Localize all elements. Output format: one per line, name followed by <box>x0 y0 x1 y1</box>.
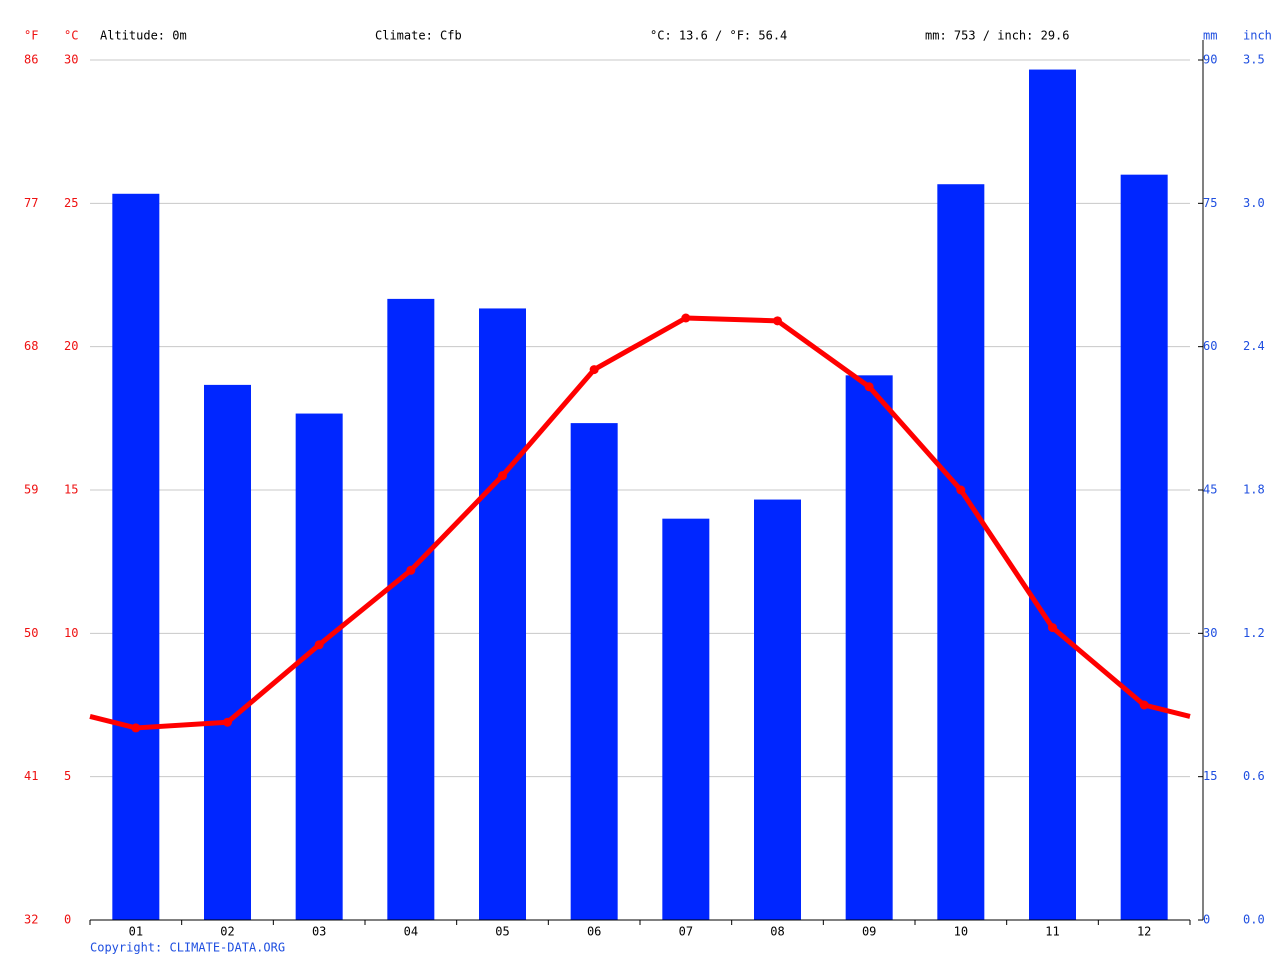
y-alt-tick-label: 86 <box>24 53 38 67</box>
y-alt-tick-label: 77 <box>24 196 38 210</box>
precipitation-bar <box>662 518 710 920</box>
x-tick-label: 08 <box>770 925 784 939</box>
copyright: Copyright: CLIMATE-DATA.ORG <box>90 941 285 955</box>
y2-tick-label: 75 <box>1203 196 1217 210</box>
precipitation-bar <box>1120 174 1168 920</box>
y-tick-label: 0 <box>64 913 71 927</box>
precipitation-bar <box>845 375 893 920</box>
y-alt-tick-label: 50 <box>24 626 38 640</box>
y-alt-tick-label: 41 <box>24 769 38 783</box>
header-text: mm: 753 / inch: 29.6 <box>925 29 1070 43</box>
unit-label: °C <box>64 29 78 43</box>
y-tick-label: 5 <box>64 769 71 783</box>
temperature-point <box>681 313 691 323</box>
unit-label: °F <box>24 29 38 43</box>
y-alt-tick-label: 68 <box>24 339 38 353</box>
y2-tick-label: 0 <box>1203 913 1210 927</box>
temperature-point <box>131 723 141 733</box>
x-tick-label: 05 <box>495 925 509 939</box>
unit-label: inch <box>1243 29 1272 43</box>
x-tick-label: 12 <box>1137 925 1151 939</box>
y2-alt-tick-label: 1.2 <box>1243 626 1265 640</box>
temperature-point <box>223 717 232 727</box>
precipitation-bar <box>1029 69 1076 921</box>
precipitation-bar <box>204 384 251 920</box>
y-alt-tick-label: 59 <box>24 483 38 497</box>
precipitation-bar <box>479 308 526 920</box>
y2-tick-label: 60 <box>1203 339 1217 353</box>
precipitation-bar <box>937 184 985 920</box>
temperature-point <box>314 640 324 650</box>
y2-alt-tick-label: 3.0 <box>1243 196 1265 210</box>
precipitation-bar <box>295 413 343 920</box>
temperature-point <box>864 382 874 392</box>
x-tick-label: 06 <box>587 925 601 939</box>
temperature-point <box>1139 700 1149 710</box>
temperature-point <box>1048 623 1057 633</box>
y-tick-label: 25 <box>64 196 78 210</box>
x-tick-label: 02 <box>220 925 234 939</box>
x-tick-label: 03 <box>312 925 326 939</box>
temperature-point <box>498 471 507 481</box>
line-wrap <box>89 702 1191 731</box>
x-tick-label: 07 <box>679 925 693 939</box>
y2-tick-label: 45 <box>1203 483 1217 497</box>
y2-tick-label: 15 <box>1203 769 1217 783</box>
temperature-point <box>773 316 782 326</box>
y2-alt-tick-label: 0.6 <box>1243 769 1265 783</box>
header-text: Altitude: 0m <box>100 29 187 43</box>
header-text: °C: 13.6 / °F: 56.4 <box>650 29 787 43</box>
y2-alt-tick-label: 1.8 <box>1243 483 1265 497</box>
header-text: Climate: Cfb <box>375 29 462 43</box>
y-tick-label: 30 <box>64 53 78 67</box>
unit-label: mm <box>1203 29 1217 43</box>
y-tick-label: 10 <box>64 626 78 640</box>
precipitation-bar <box>754 499 801 920</box>
y2-tick-label: 30 <box>1203 626 1217 640</box>
temperature-point <box>406 565 416 575</box>
x-tick-label: 09 <box>862 925 876 939</box>
temperature-point <box>956 485 966 495</box>
precipitation-bar <box>570 423 618 920</box>
y2-alt-tick-label: 0.0 <box>1243 913 1265 927</box>
y-tick-label: 15 <box>64 483 78 497</box>
x-tick-label: 01 <box>129 925 143 939</box>
y2-alt-tick-label: 3.5 <box>1243 53 1265 67</box>
x-tick-label: 04 <box>404 925 418 939</box>
precipitation-bar <box>112 193 160 920</box>
temperature-point <box>589 365 599 375</box>
y-alt-tick-label: 32 <box>24 913 38 927</box>
y-tick-label: 20 <box>64 339 78 353</box>
x-tick-label: 10 <box>954 925 968 939</box>
y2-tick-label: 90 <box>1203 53 1217 67</box>
precipitation-bar <box>387 298 435 920</box>
temperature-line <box>135 315 1146 731</box>
y2-alt-tick-label: 2.4 <box>1243 339 1265 353</box>
x-tick-label: 11 <box>1045 925 1059 939</box>
